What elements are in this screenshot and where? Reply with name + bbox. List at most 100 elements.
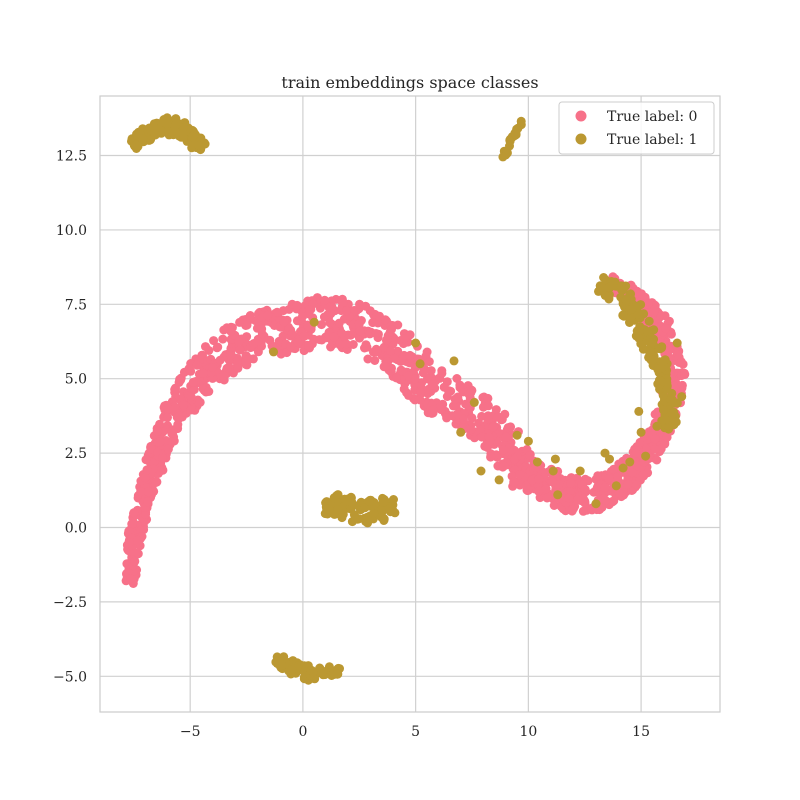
data-point xyxy=(477,432,487,442)
x-tick-label: 5 xyxy=(411,724,420,740)
data-point xyxy=(186,405,196,415)
data-point xyxy=(174,411,184,421)
data-point xyxy=(188,377,198,387)
data-point xyxy=(132,536,142,546)
data-point xyxy=(335,340,345,350)
data-point xyxy=(218,371,228,381)
data-point xyxy=(379,513,389,523)
data-point xyxy=(638,470,648,480)
data-point xyxy=(199,368,209,378)
data-point xyxy=(424,357,434,367)
data-point xyxy=(142,465,152,475)
data-point xyxy=(605,282,615,292)
data-point xyxy=(405,350,415,360)
data-point xyxy=(333,505,342,515)
data-point xyxy=(342,306,351,316)
data-point xyxy=(226,326,236,336)
data-point xyxy=(168,129,178,139)
data-point xyxy=(133,549,143,559)
data-point xyxy=(515,470,525,479)
grid xyxy=(100,96,720,712)
data-point xyxy=(263,311,273,321)
data-point xyxy=(279,317,289,327)
data-point xyxy=(364,496,374,506)
data-point xyxy=(627,468,637,478)
data-point xyxy=(466,388,476,398)
data-point xyxy=(542,493,552,503)
data-point xyxy=(369,508,379,518)
data-point xyxy=(618,285,628,295)
data-point xyxy=(486,452,496,462)
data-point xyxy=(299,331,309,341)
data-point xyxy=(392,373,401,383)
data-point xyxy=(324,302,334,312)
data-point xyxy=(677,392,687,402)
data-point xyxy=(178,128,188,138)
data-point xyxy=(298,312,307,322)
data-point xyxy=(162,119,172,129)
data-point xyxy=(131,140,141,150)
data-point xyxy=(124,538,134,548)
data-point xyxy=(632,480,642,490)
data-point xyxy=(234,337,244,347)
data-point xyxy=(506,422,516,432)
data-point xyxy=(403,371,413,381)
data-point xyxy=(655,375,664,385)
plot-area xyxy=(121,113,690,685)
plot-frame xyxy=(99,95,721,713)
data-point xyxy=(442,413,452,423)
data-point xyxy=(659,356,669,366)
data-point xyxy=(130,557,140,566)
data-point xyxy=(621,295,631,305)
data-point xyxy=(360,503,370,513)
data-point xyxy=(253,336,263,346)
data-point xyxy=(416,387,425,397)
data-point xyxy=(305,305,315,314)
data-point xyxy=(143,497,152,507)
x-tick-label: 15 xyxy=(632,724,650,740)
data-point xyxy=(158,453,167,463)
data-point xyxy=(213,342,223,352)
data-point xyxy=(287,665,297,675)
legend-marker-label-1 xyxy=(575,133,587,145)
data-point xyxy=(382,335,392,345)
data-point xyxy=(370,356,380,365)
data-point xyxy=(488,422,498,432)
data-point xyxy=(484,432,494,442)
data-point xyxy=(534,486,544,496)
data-point xyxy=(347,497,357,507)
data-point xyxy=(548,466,558,476)
data-point xyxy=(511,130,521,140)
legend-label-1: True label: 1 xyxy=(607,132,697,148)
data-point xyxy=(222,364,232,374)
y-tick-label: 12.5 xyxy=(56,149,87,165)
data-point xyxy=(426,366,436,376)
data-point xyxy=(661,324,670,333)
data-point xyxy=(360,343,369,353)
data-point xyxy=(226,350,236,360)
data-point xyxy=(655,384,665,394)
x-tick-label: 0 xyxy=(298,724,307,740)
data-point xyxy=(173,420,183,430)
data-point xyxy=(329,332,339,342)
data-point xyxy=(163,444,173,454)
data-point xyxy=(354,319,364,329)
data-point xyxy=(439,382,449,392)
data-point xyxy=(372,347,382,357)
data-point xyxy=(649,334,659,344)
data-point xyxy=(634,406,644,416)
data-point xyxy=(578,494,588,504)
y-tick-label: −5.0 xyxy=(53,669,87,685)
data-point xyxy=(618,310,628,320)
data-point xyxy=(141,509,151,519)
data-point xyxy=(442,392,452,401)
data-point xyxy=(580,485,590,494)
data-point xyxy=(594,286,603,296)
data-point xyxy=(566,486,575,496)
data-point xyxy=(315,335,324,345)
data-point xyxy=(192,360,202,370)
data-point xyxy=(667,395,677,405)
series-label-0 xyxy=(121,272,690,588)
data-point xyxy=(361,301,371,311)
data-point xyxy=(652,455,662,465)
